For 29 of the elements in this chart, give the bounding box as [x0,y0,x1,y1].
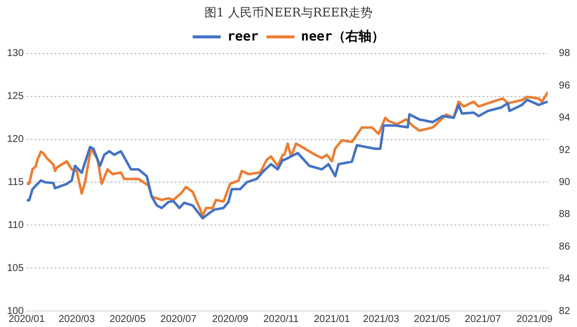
x-tick-label: 2021/09 [516,314,554,325]
y2-tick-label: 92 [558,144,570,156]
x-tick-label: 2021/03 [363,314,400,325]
x-tick-label: 2020/07 [160,314,197,325]
y2-tick-label: 86 [558,241,570,252]
legend-label: reer [227,29,259,44]
x-tick-label: 2020/03 [58,314,96,325]
x-tick-label: 2020/05 [110,314,146,325]
y2-tick-label: 98 [558,48,570,60]
chart-title: 图1 人民币NEER与REER走势 [204,5,373,20]
y-tick-label: 130 [6,48,24,60]
x-tick-label: 2021/07 [464,314,502,325]
y2-tick-label: 84 [558,274,570,285]
y2-tick-label: 82 [558,306,570,317]
y2-tick-label: 96 [558,80,570,92]
x-tick-label: 2020/01 [8,314,46,325]
y2-tick-label: 90 [558,176,570,188]
legend-label: neer（右轴） [301,29,384,44]
y-tick-label: 120 [6,134,24,146]
x-tick-label: 2021/05 [414,314,450,325]
x-tick-label: 2020/09 [212,314,249,325]
y-tick-label: 105 [6,262,24,274]
y-tick-label: 110 [8,220,24,231]
x-tick-label: 2020/11 [263,314,300,325]
y-tick-label: 115 [8,176,24,188]
y2-tick-label: 88 [558,209,570,220]
x-tick-label: 2021/01 [314,314,350,325]
y-tick-label: 125 [6,91,24,102]
y2-tick-label: 94 [558,112,570,124]
